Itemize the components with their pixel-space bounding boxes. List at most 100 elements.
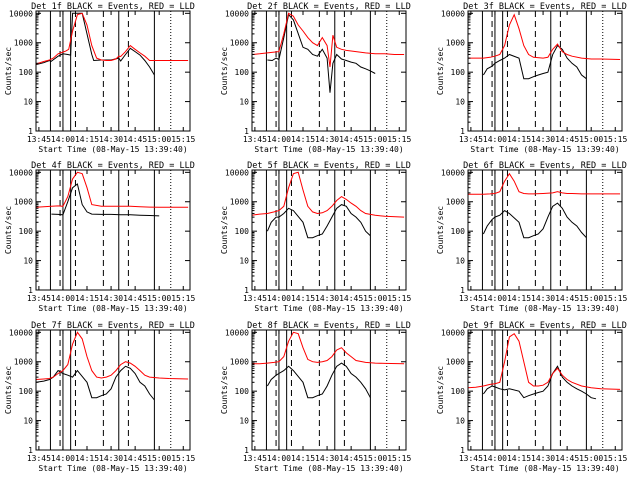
panel-9-xtick-label-6: 15:00	[579, 454, 603, 463]
panel-8-xtick-label-2: 14:00	[267, 454, 291, 463]
panel-8-ytick-label-5: 10000	[225, 328, 249, 337]
panel-2-series-lld	[251, 12, 405, 68]
panel-7-xtick-label-1: 13:45	[27, 454, 51, 463]
panel-3-ylabel: Counts/sec	[436, 47, 445, 95]
panel-4-xtick-label-6: 15:00	[147, 294, 171, 303]
panel-8-ytick-label-4: 1000	[230, 358, 249, 367]
panel-2-xtick-label-6: 15:00	[363, 135, 387, 144]
panel-6-series-events	[482, 202, 587, 239]
panel-5-xtick-label-3: 14:15	[291, 294, 315, 303]
panel-7-series-lld	[35, 331, 189, 380]
panel-7-frame	[35, 329, 191, 451]
panel-5-xtick-label-1: 13:45	[243, 294, 267, 303]
panel-6-ytick-label-2: 10	[455, 257, 465, 266]
panel-7-ytick-label-5: 10000	[9, 328, 33, 337]
panel-2-xtick-label-2: 14:00	[267, 135, 291, 144]
panel-4-xtick-label-7: 15:15	[171, 294, 195, 303]
panel-2-title: Det 2f BLACK = Events, RED = LLD	[247, 2, 411, 12]
panel-7-title: Det 7f BLACK = Events, RED = LLD	[31, 321, 195, 331]
panel-3-xlabel: Start Time (08-May-15 13:39:40)	[470, 145, 619, 154]
panel-4-xtick-label-5: 14:45	[123, 294, 147, 303]
panel-4-xlabel: Start Time (08-May-15 13:39:40)	[38, 304, 187, 313]
panel-4-xtick-label-2: 14:00	[51, 294, 75, 303]
panel-2-xtick-label-4: 14:30	[315, 135, 339, 144]
panel-1-xtick-label-5: 14:45	[123, 135, 147, 144]
panel-9-series-events	[482, 365, 597, 400]
panel-5-ytick-label-1: 1	[244, 286, 249, 295]
panel-1-ytick-label-5: 10000	[9, 9, 33, 18]
panel-9-xtick-label-2: 14:00	[483, 454, 507, 463]
panel-3-ytick-label-4: 1000	[446, 39, 465, 48]
panel-2-series-events	[267, 13, 376, 93]
panel-9-xtick-label-5: 14:45	[555, 454, 579, 463]
panel-3-xtick-label-4: 14:30	[531, 135, 555, 144]
panel-4-title: Det 4f BLACK = Events, RED = LLD	[31, 161, 195, 171]
panel-9-frame	[467, 329, 623, 451]
panel-1-frame	[35, 10, 191, 132]
panel-5-xlabel: Start Time (08-May-15 13:39:40)	[254, 304, 403, 313]
panel-1-xtick-label-2: 14:00	[51, 135, 75, 144]
panel-5-xtick-label-4: 14:30	[315, 294, 339, 303]
panel-9-ytick-label-1: 1	[460, 446, 465, 455]
panel-3-ytick-label-1: 1	[460, 127, 465, 136]
panel-1-series-events	[35, 12, 155, 76]
panel-3-xtick-label-7: 15:15	[603, 135, 627, 144]
panel-9-title: Det 9f BLACK = Events, RED = LLD	[463, 321, 627, 331]
panel-1-xtick-label-3: 14:15	[75, 135, 99, 144]
panel-9-ytick-label-3: 100	[451, 387, 466, 396]
panel-8-title: Det 8f BLACK = Events, RED = LLD	[247, 321, 411, 331]
panel-1-ytick-label-1: 1	[28, 127, 33, 136]
panel-8-xtick-label-6: 15:00	[363, 454, 387, 463]
panel-6-ytick-label-5: 10000	[441, 168, 465, 177]
panel-4-ylabel: Counts/sec	[4, 206, 13, 254]
panel-7-xtick-label-2: 14:00	[51, 454, 75, 463]
panel-8-xtick-label-3: 14:15	[291, 454, 315, 463]
panel-9-xtick-label-4: 14:30	[531, 454, 555, 463]
panel-4-ytick-label-2: 10	[23, 257, 33, 266]
panel-3-xtick-label-6: 15:00	[579, 135, 603, 144]
panel-7-ytick-label-4: 1000	[14, 358, 33, 367]
panel-3-ytick-label-3: 100	[451, 68, 466, 77]
panel-2-xtick-label-7: 15:15	[387, 135, 411, 144]
panel-2-frame	[251, 10, 407, 132]
panel-3-series-lld	[468, 13, 621, 60]
panel-5-ylabel: Counts/sec	[220, 206, 229, 254]
panel-9-ylabel: Counts/sec	[436, 366, 445, 414]
panel-5-ytick-label-4: 1000	[230, 198, 249, 207]
panel-1-xtick-label-4: 14:30	[99, 135, 123, 144]
panel-7-ytick-label-3: 100	[19, 387, 34, 396]
panel-6-xtick-label-1: 13:45	[459, 294, 483, 303]
panel-3-xtick-label-5: 14:45	[555, 135, 579, 144]
panel-8-series-lld	[252, 331, 405, 365]
panel-5-xtick-label-2: 14:00	[267, 294, 291, 303]
panel-8-ytick-label-1: 1	[244, 446, 249, 455]
panel-6-ytick-label-3: 100	[451, 227, 466, 236]
panel-5-title: Det 5f BLACK = Events, RED = LLD	[247, 161, 411, 171]
panel-5-series-lld	[251, 171, 405, 218]
panel-7-xtick-label-7: 15:15	[171, 454, 195, 463]
panel-9-ytick-label-5: 10000	[441, 328, 465, 337]
panel-5-ytick-label-2: 10	[239, 257, 249, 266]
panel-8-series-events	[266, 362, 371, 399]
panel-2-ytick-label-4: 1000	[230, 39, 249, 48]
panel-8-ylabel: Counts/sec	[220, 366, 229, 414]
panel-4-ytick-label-3: 100	[19, 227, 34, 236]
panel-2-xtick-label-3: 14:15	[291, 135, 315, 144]
panel-5-xtick-label-5: 14:45	[339, 294, 363, 303]
panel-8-xtick-label-1: 13:45	[243, 454, 267, 463]
panel-5-xtick-label-7: 15:15	[387, 294, 411, 303]
panel-2-ytick-label-3: 100	[235, 68, 250, 77]
panel-6-xtick-label-2: 14:00	[483, 294, 507, 303]
panel-3-frame	[467, 10, 623, 132]
panel-6-ytick-label-1: 1	[460, 286, 465, 295]
panel-7-xlabel: Start Time (08-May-15 13:39:40)	[38, 464, 187, 473]
panel-7-xtick-label-4: 14:30	[99, 454, 123, 463]
panel-7-xtick-label-5: 14:45	[123, 454, 147, 463]
panel-1-ytick-label-3: 100	[19, 68, 34, 77]
panel-3-title: Det 3f BLACK = Events, RED = LLD	[463, 2, 627, 12]
panel-3-xtick-label-3: 14:15	[507, 135, 531, 144]
panel-4-xtick-label-3: 14:15	[75, 294, 99, 303]
panel-1-ytick-label-4: 1000	[14, 39, 33, 48]
